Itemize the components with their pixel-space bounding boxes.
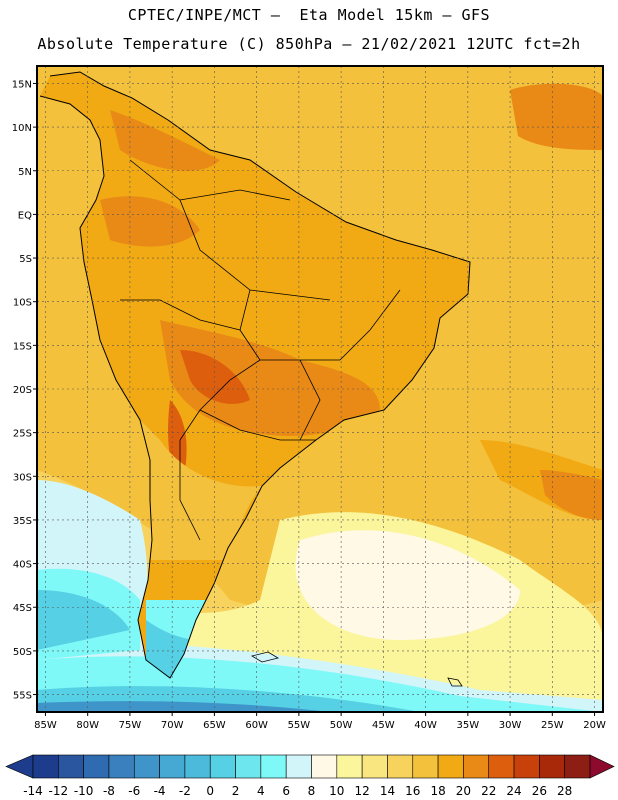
lon-tick-label: 75W [119,720,142,731]
lon-tick-label: 35W [457,720,480,731]
colorbar-label: -6 [128,784,140,798]
colorbar-cell [260,754,287,779]
lat-tick-label: EQ [18,210,32,221]
lon-tick-label: 50W [330,720,353,731]
lon-tick-label: 40W [414,720,437,731]
colorbar-label: 24 [506,784,521,798]
lon-tick-label: 65W [203,720,226,731]
colorbar-label: 22 [481,784,496,798]
chart-title-line-1: CPTEC/INPE/MCT — Eta Model 15km — GFS [127,6,491,24]
colorbar-label: 2 [232,784,240,798]
lat-tick-label: 40S [13,560,32,571]
colorbar-cell [235,754,262,779]
lat-tick-label: 50S [13,647,32,658]
colorbar-cell [412,754,439,779]
colorbar-cell [311,754,338,779]
lon-tick-label: 85W [34,720,57,731]
chart-title-line-2: Absolute Temperature (C) 850hPa — 21/02/… [37,35,581,53]
colorbar-label: 26 [532,784,547,798]
colorbar-label: 20 [456,784,471,798]
colorbar-label: 8 [308,784,316,798]
colorbar-label: 0 [206,784,214,798]
lat-tick-label: 30S [13,472,32,483]
colorbar-label: -8 [103,784,115,798]
colorbar-cell [463,754,490,779]
colorbar-label: 10 [329,784,344,798]
lon-tick-label: 70W [161,720,184,731]
lon-tick-label: 60W [245,720,268,731]
colorbar-label: 16 [405,784,420,798]
lon-tick-label: 45W [372,720,395,731]
continent-coastline [39,71,471,679]
colorbar-cell [58,754,84,779]
colorbar-label: 4 [257,784,265,798]
lon-tick-label: 55W [288,720,311,731]
colorbar-label: 6 [282,784,290,798]
colorbar-label: -4 [154,784,166,798]
lat-tick-label: 10N [12,123,32,134]
colorbar-label: 12 [354,784,369,798]
colorbar-cell [488,754,515,779]
lat-tick-label: 15S [13,341,32,352]
lon-tick-label: 20W [583,720,606,731]
colorbar-label: -14 [23,784,43,798]
colorbar-label: -2 [179,784,191,798]
colorbar-label: 18 [430,784,445,798]
colorbar-cell [159,754,186,779]
lat-tick-label: 45S [13,603,32,614]
colorbar-cell [32,754,59,779]
lat-tick-label: 5N [18,167,32,178]
colorbar-cell [361,754,388,779]
lon-tick-label: 80W [76,720,99,731]
colorbar-label: 28 [557,784,572,798]
colorbar-low-cap [5,754,34,779]
lat-tick-label: 15N [12,79,32,90]
colorbar-cell [336,754,363,779]
temperature-map: 15N 10N 5N EQ 5S 10S 15S 20S 25S 30S 35S 40S 45S 50S 5… [12,65,606,731]
colorbar-label: 14 [380,784,395,798]
colorbar-cell [564,754,591,779]
colorbar-cell [209,754,236,779]
lat-tick-label: 55S [13,691,32,702]
lat-tick-label: 20S [13,385,32,396]
lat-tick-label: 5S [19,254,32,265]
colorbar-cell [285,754,312,779]
colorbar-label: -12 [49,784,69,798]
colorbar-high-cap [589,754,615,779]
colorbar-cell [437,754,464,779]
lat-tick-label: 10S [13,298,32,309]
colorbar-cell [108,754,135,779]
lon-tick-label: 30W [499,720,522,731]
lat-tick-label: 25S [13,429,32,440]
colorbar-label: -10 [74,784,94,798]
colorbar-cell [539,754,565,779]
lon-tick-label: 25W [541,720,564,731]
lat-tick-label: 35S [13,516,32,527]
colorbar-cell [184,754,211,779]
colorbar-cell [83,754,110,779]
colorbar-cell [133,754,160,779]
colorbar-cell [387,754,414,779]
colorbar-cell [513,754,540,779]
